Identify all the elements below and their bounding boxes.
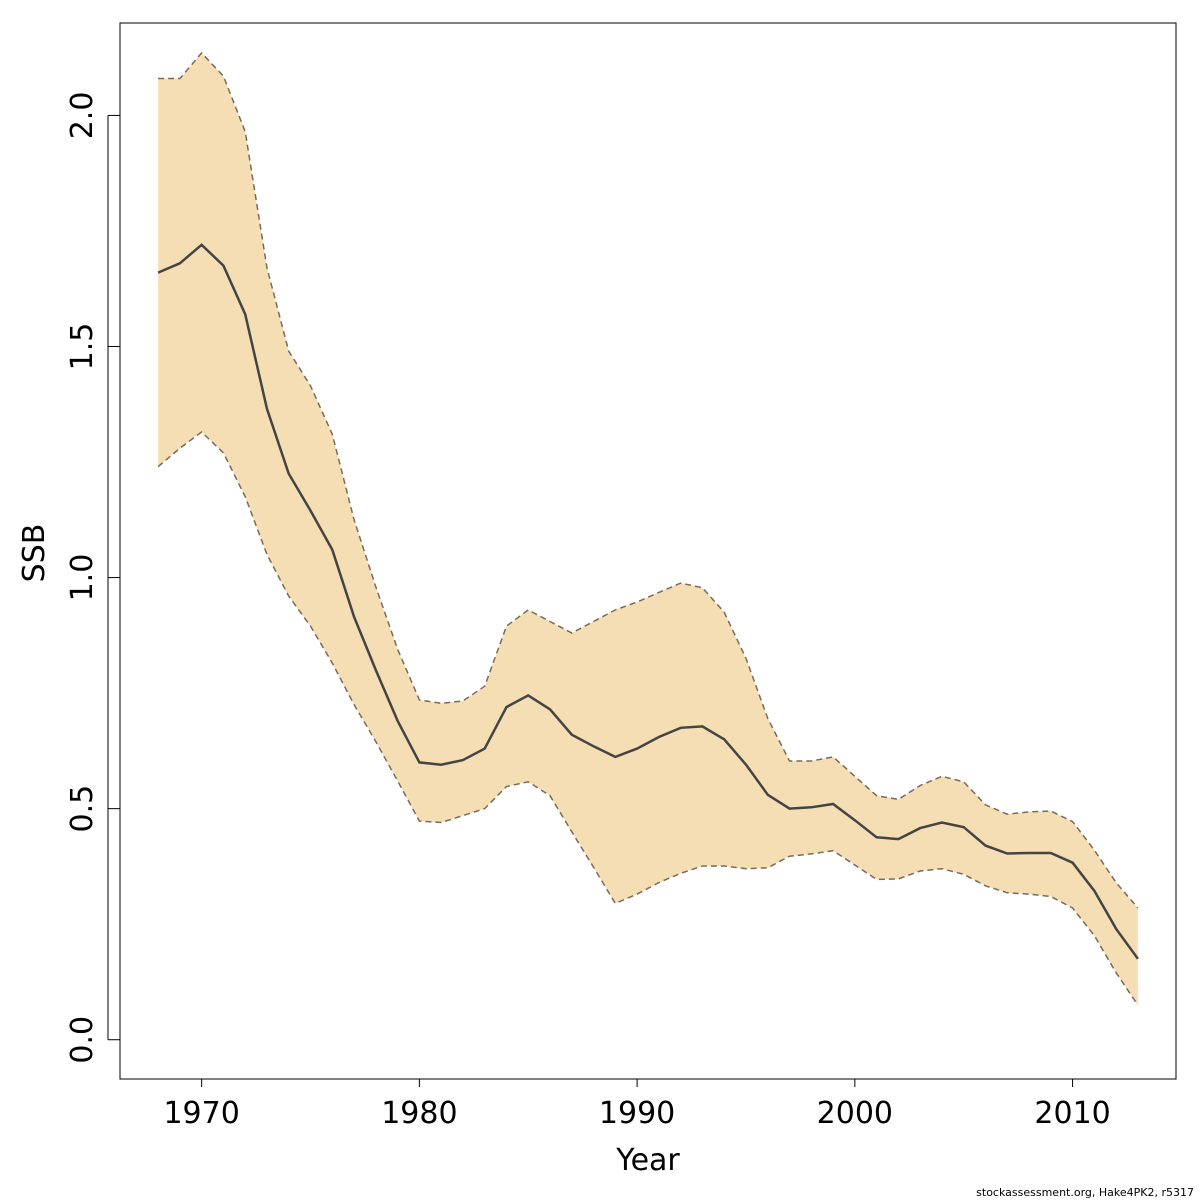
y-axis: 0.0 0.5 1.0 1.5 2.0 xyxy=(65,92,120,1064)
lower-bound-line xyxy=(157,431,1139,1006)
upper-bound-line xyxy=(158,51,1139,909)
x-tick-label: 1970 xyxy=(163,1096,239,1131)
y-tick-label: 1.5 xyxy=(65,323,100,371)
x-axis: 1970 1980 1990 2000 2010 xyxy=(163,1079,1111,1131)
footnote: stockassessment.org, Hake4PK2, r5317 xyxy=(976,1186,1194,1199)
x-axis-title: Year xyxy=(615,1143,680,1178)
y-tick-label: 0.0 xyxy=(65,1016,100,1064)
x-tick-label: 2010 xyxy=(1034,1096,1110,1131)
y-tick-label: 2.0 xyxy=(65,92,100,140)
confidence-band xyxy=(158,53,1138,1006)
y-axis-title: SSB xyxy=(17,524,52,583)
y-tick-label: 0.5 xyxy=(65,785,100,833)
plot-frame xyxy=(119,22,1177,1080)
x-tick-label: 1980 xyxy=(381,1096,457,1131)
ssb-estimate-line xyxy=(157,243,1139,960)
y-tick-label: 1.0 xyxy=(65,554,100,602)
plot-area xyxy=(157,51,1139,1006)
x-tick-label: 2000 xyxy=(817,1096,893,1131)
x-tick-label: 1990 xyxy=(599,1096,675,1131)
